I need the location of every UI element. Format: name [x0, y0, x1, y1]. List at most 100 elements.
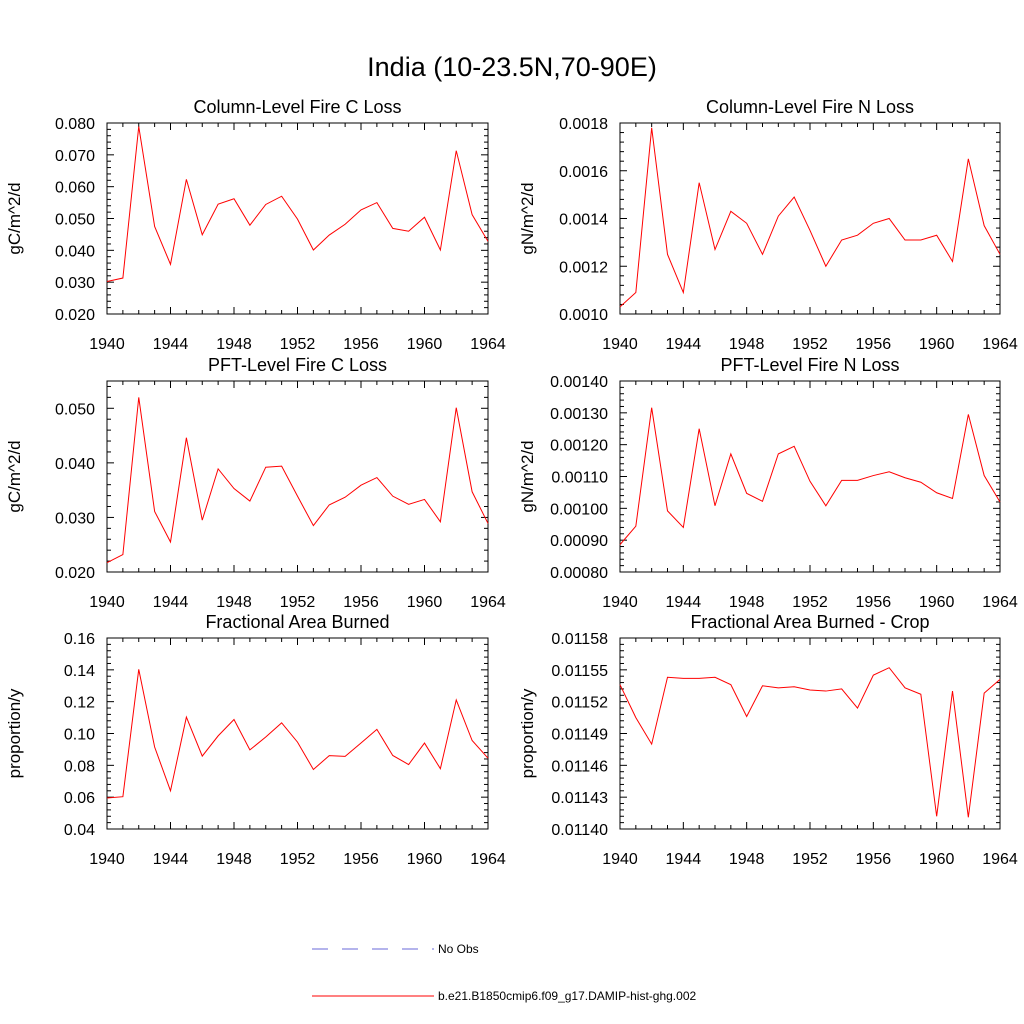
y-axis-label: proportion/y — [5, 688, 24, 778]
series-line — [106, 669, 489, 799]
x-tick-label: 1960 — [407, 594, 443, 611]
x-tick-label: 1940 — [602, 336, 638, 353]
y-tick-label: 0.00090 — [550, 533, 608, 550]
y-axis-label: gN/m^2/d — [518, 182, 537, 254]
series-line — [619, 667, 1001, 818]
series-line — [106, 126, 489, 283]
x-tick-label: 1964 — [982, 594, 1018, 611]
x-tick-label: 1964 — [470, 336, 506, 353]
y-tick-label: 0.050 — [55, 212, 95, 229]
panel-title: PFT-Level Fire C Loss — [208, 355, 387, 375]
x-tick-label: 1960 — [407, 851, 443, 868]
x-tick-label: 1956 — [856, 851, 892, 868]
y-tick-label: 0.00100 — [550, 501, 608, 518]
y-tick-label: 0.0016 — [559, 164, 608, 181]
y-tick-label: 0.00130 — [550, 406, 608, 423]
x-tick-label: 1940 — [602, 851, 638, 868]
x-tick-label: 1960 — [407, 336, 443, 353]
y-tick-label: 0.080 — [55, 116, 95, 133]
y-tick-label: 0.050 — [55, 401, 95, 418]
x-tick-label: 1964 — [982, 851, 1018, 868]
x-tick-label: 1952 — [280, 336, 316, 353]
x-tick-label: 1960 — [919, 336, 955, 353]
y-tick-label: 0.0010 — [559, 307, 608, 324]
panel-pft-level-fire-c-loss: PFT-Level Fire C Loss 1940 1944 1948 1952 195… — [5, 355, 506, 611]
y-tick-label: 0.01158 — [551, 631, 608, 648]
x-tick-label: 1956 — [856, 336, 892, 353]
panel-title: PFT-Level Fire N Loss — [720, 355, 899, 375]
panel-title: Fractional Area Burned - Crop — [690, 612, 929, 632]
y-tick-label: 0.01152 — [551, 695, 608, 712]
y-tick-label: 0.040 — [55, 243, 95, 260]
x-tick-label: 1940 — [89, 336, 125, 353]
x-tick-label: 1964 — [470, 594, 506, 611]
legend: No Obs b.e21.B1850cmip6.f09_g17.DAMIP-hi… — [312, 942, 696, 1003]
panel-title: Column-Level Fire N Loss — [706, 97, 914, 117]
x-tick-label: 1948 — [729, 851, 765, 868]
x-tick-label: 1960 — [919, 851, 955, 868]
x-tick-label: 1944 — [666, 851, 702, 868]
y-tick-label: 0.030 — [55, 510, 95, 527]
x-tick-label: 1964 — [470, 851, 506, 868]
x-tick-label: 1940 — [89, 851, 125, 868]
y-axis-label: gC/m^2/d — [5, 182, 24, 254]
y-axis-label: proportion/y — [518, 688, 537, 778]
y-tick-label: 0.070 — [55, 148, 95, 165]
x-tick-label: 1948 — [216, 336, 252, 353]
panels: Column-Level Fire C Loss 1940 1944 1948 1952… — [5, 97, 1018, 868]
y-tick-label: 0.00110 — [551, 470, 608, 487]
x-tick-label: 1960 — [919, 594, 955, 611]
panel-pft-level-fire-n-loss: PFT-Level Fire N Loss 1940 1944 1948 1952 195… — [518, 355, 1018, 611]
y-axis-label: gC/m^2/d — [5, 440, 24, 512]
series-line — [106, 397, 489, 564]
x-tick-label: 1944 — [153, 851, 189, 868]
panel-fractional-area-burned: Fractional Area Burned 1940 1944 1948 1952 19… — [5, 612, 506, 868]
y-axis-label: gN/m^2/d — [518, 440, 537, 512]
y-tick-label: 0.01143 — [551, 790, 608, 807]
x-tick-label: 1956 — [343, 851, 379, 868]
x-tick-label: 1964 — [982, 336, 1018, 353]
x-tick-label: 1956 — [856, 594, 892, 611]
series-line — [619, 127, 1001, 308]
y-tick-label: 0.00080 — [550, 565, 608, 582]
y-tick-label: 0.01146 — [551, 758, 608, 775]
x-tick-label: 1948 — [729, 594, 765, 611]
y-tick-label: 0.00120 — [550, 438, 608, 455]
x-tick-label: 1952 — [792, 851, 828, 868]
x-tick-label: 1956 — [343, 336, 379, 353]
y-tick-label: 0.030 — [55, 275, 95, 292]
y-tick-label: 0.0014 — [559, 212, 608, 229]
y-tick-label: 0.0018 — [559, 116, 608, 133]
x-tick-label: 1944 — [153, 594, 189, 611]
x-tick-label: 1948 — [729, 336, 765, 353]
y-tick-label: 0.14 — [64, 663, 95, 680]
y-tick-label: 0.10 — [64, 727, 95, 744]
y-tick-label: 0.020 — [55, 307, 95, 324]
figure-title: India (10-23.5N,70-90E) — [367, 52, 657, 82]
x-tick-label: 1944 — [153, 336, 189, 353]
y-tick-label: 0.01155 — [551, 663, 608, 680]
x-tick-label: 1944 — [666, 594, 702, 611]
y-tick-label: 0.16 — [64, 631, 95, 648]
x-tick-label: 1944 — [666, 336, 702, 353]
x-tick-label: 1948 — [216, 594, 252, 611]
y-tick-label: 0.01149 — [551, 727, 608, 744]
panel-title: Fractional Area Burned — [205, 612, 389, 632]
x-tick-label: 1952 — [280, 594, 316, 611]
y-tick-label: 0.06 — [64, 790, 95, 807]
panel-title: Column-Level Fire C Loss — [193, 97, 401, 117]
y-tick-label: 0.01140 — [551, 822, 608, 839]
x-tick-label: 1940 — [602, 594, 638, 611]
y-tick-label: 0.040 — [55, 456, 95, 473]
panel-fractional-area-burned-crop: Fractional Area Burned - Crop 1940 1944 194… — [518, 612, 1018, 868]
y-tick-label: 0.0012 — [559, 259, 608, 276]
x-tick-label: 1948 — [216, 851, 252, 868]
y-tick-label: 0.12 — [64, 695, 95, 712]
panel-column-level-fire-c-loss: Column-Level Fire C Loss 1940 1944 1948 1952… — [5, 97, 506, 353]
x-tick-label: 1952 — [280, 851, 316, 868]
x-tick-label: 1956 — [343, 594, 379, 611]
legend-no-obs-label: No Obs — [438, 942, 479, 956]
series-line — [619, 407, 1001, 545]
